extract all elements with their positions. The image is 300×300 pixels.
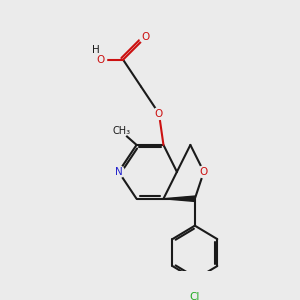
Text: O: O [200, 167, 208, 177]
Circle shape [140, 32, 152, 43]
Circle shape [116, 125, 127, 137]
Text: CH₃: CH₃ [112, 127, 130, 136]
Circle shape [189, 292, 201, 300]
Polygon shape [164, 196, 195, 201]
Circle shape [95, 54, 106, 66]
Text: O: O [155, 109, 163, 118]
Text: Cl: Cl [190, 292, 200, 300]
Text: H: H [92, 45, 100, 55]
Text: O: O [141, 32, 150, 42]
Circle shape [92, 46, 100, 54]
Text: O: O [97, 55, 105, 65]
Circle shape [153, 108, 165, 119]
Circle shape [113, 166, 124, 178]
Circle shape [198, 166, 210, 178]
Text: N: N [115, 167, 122, 177]
